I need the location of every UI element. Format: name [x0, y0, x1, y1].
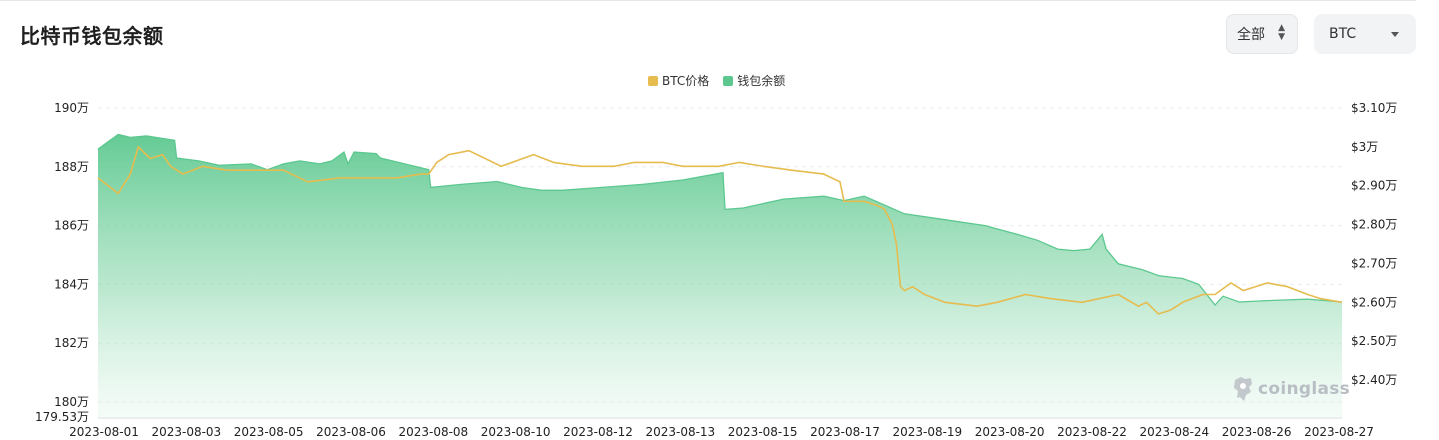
x-tick-label: 2023-08-27	[1304, 425, 1374, 439]
asset-select[interactable]: BTC	[1314, 14, 1416, 54]
y-left-tick-label: 188万	[54, 160, 89, 174]
x-tick-label: 2023-08-26	[1222, 425, 1292, 439]
watermark-text: coinglass	[1258, 379, 1351, 399]
price-series	[97, 146, 1343, 315]
watermark: coinglass	[1232, 376, 1350, 402]
caret-down-icon	[1391, 32, 1399, 37]
x-tick-label: 2023-08-01	[69, 425, 139, 439]
x-tick-label: 2023-08-08	[398, 425, 468, 439]
asset-select-value: BTC	[1329, 26, 1357, 42]
y-left-tick-label: 184万	[54, 277, 89, 291]
legend-item-balance[interactable]: 钱包余额	[723, 72, 785, 89]
y-right-tick-label: $3万	[1351, 140, 1378, 154]
balance-area	[98, 134, 1342, 418]
y-right-tick-label: $2.80万	[1351, 218, 1397, 232]
y-left-min-label: 179.53万	[35, 410, 89, 424]
range-select-value: 全部	[1237, 27, 1265, 43]
x-tick-label: 2023-08-22	[1057, 425, 1127, 439]
y-left-tick-label: 190万	[54, 101, 89, 115]
x-tick-label: 2023-08-06	[316, 425, 386, 439]
legend-label-price: BTC价格	[662, 74, 710, 88]
coinglass-logo-icon	[1234, 377, 1252, 401]
y-left-tick-label: 182万	[54, 336, 89, 350]
x-tick-label: 2023-08-13	[645, 425, 715, 439]
y-right-tick-label: $3.10万	[1351, 101, 1397, 115]
x-axis: 2023-08-01 2023-08-03 2023-08-05 2023-08-06…	[69, 425, 1374, 439]
chart-legend: BTC价格 钱包余额	[648, 72, 785, 89]
x-tick-label: 2023-08-05	[234, 425, 304, 439]
legend-swatch-price	[648, 75, 658, 86]
legend-item-price[interactable]: BTC价格	[648, 72, 709, 89]
legend-label-balance: 钱包余额	[737, 74, 786, 88]
page-title: 比特币钱包余额	[20, 24, 164, 48]
x-tick-label: 2023-08-12	[563, 425, 633, 439]
x-tick-label: 2023-08-24	[1139, 425, 1209, 439]
x-tick-label: 2023-08-19	[892, 425, 962, 439]
y-right-tick-label: $2.60万	[1351, 295, 1397, 309]
x-tick-label: 2023-08-15	[728, 425, 798, 439]
y-right-tick-label: $2.40万	[1351, 373, 1397, 387]
y-right-tick-label: $2.90万	[1351, 179, 1397, 193]
balance-series	[97, 133, 1343, 418]
range-select[interactable]: 全部 ▲ ▼	[1226, 14, 1298, 54]
top-divider	[0, 0, 1416, 1]
y-right-tick-label: $2.70万	[1351, 256, 1397, 270]
x-tick-label: 2023-08-17	[810, 425, 880, 439]
x-tick-label: 2023-08-03	[151, 425, 221, 439]
updown-chevron-icon: ▲ ▼	[1278, 23, 1285, 42]
y-axis-right: $3.10万 $3万 $2.90万 $2.80万 $2.70万 $2.60万 $2.50万 $…	[1351, 101, 1397, 387]
x-tick-label: 2023-08-10	[481, 425, 551, 439]
y-left-tick-label: 180万	[54, 395, 89, 409]
y-right-tick-label: $2.50万	[1351, 334, 1397, 348]
x-tick-label: 2023-08-20	[975, 425, 1045, 439]
price-line	[97, 146, 1343, 315]
y-left-tick-label: 186万	[54, 219, 89, 233]
legend-swatch-balance	[723, 75, 734, 86]
